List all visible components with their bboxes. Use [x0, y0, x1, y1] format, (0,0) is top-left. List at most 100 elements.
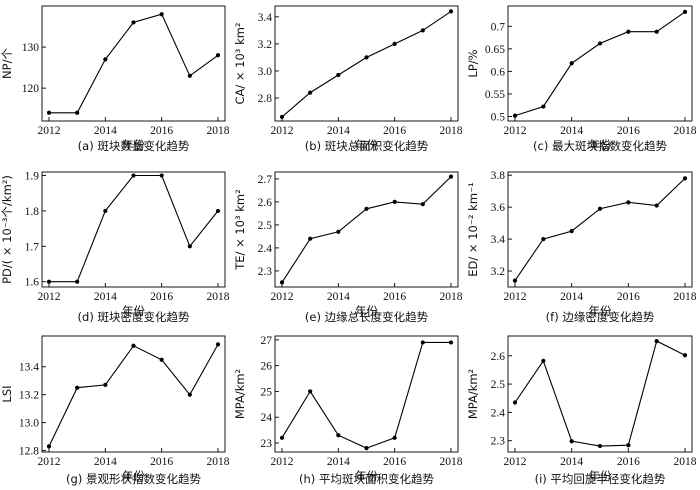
plot-frame	[274, 335, 459, 453]
y-axis-title: CA/ × 10³ km²	[233, 22, 247, 104]
x-tick-label: 2012	[504, 125, 527, 137]
y-tick-label: 0.7	[491, 21, 506, 33]
x-tick-label: 2012	[504, 291, 527, 303]
y-axis-title: LP/%	[466, 49, 480, 77]
x-tick-label: 2018	[674, 291, 697, 303]
y-axis-title: PD/( × 10⁻³个/km²)	[0, 175, 14, 284]
data-point	[187, 73, 192, 78]
data-point	[448, 174, 454, 179]
y-tick-label: 2.8	[258, 93, 273, 105]
data-point	[159, 12, 164, 17]
plot-frame	[274, 5, 459, 122]
x-tick-label: 2014	[94, 456, 117, 468]
data-point	[159, 173, 164, 178]
data-point	[131, 343, 136, 348]
data-point	[392, 199, 397, 204]
x-tick-label: 2016	[617, 125, 640, 137]
data-point	[541, 236, 546, 242]
y-tick-label: 1.6	[25, 277, 40, 289]
data-point	[308, 236, 313, 241]
x-tick-label: 2018	[674, 125, 697, 137]
x-axis-title: 年份	[589, 138, 612, 152]
panel-caption: (c) 最大斑块指数变化趋势	[533, 139, 667, 153]
data-point	[159, 357, 164, 362]
series-line	[514, 11, 686, 117]
plot-frame	[274, 171, 459, 288]
x-tick-label: 2014	[94, 291, 117, 303]
x-tick-label: 2018	[207, 456, 230, 468]
chart-panel: 2012 2014 2016 2018 1.6 1.7 1.8 1.9 年份 PD/( × 10⁻…	[0, 171, 230, 324]
data-point	[131, 173, 136, 178]
panel-caption: (a) 斑块数量变化趋势	[78, 139, 190, 153]
data-point	[364, 206, 369, 211]
panel-caption: (g) 景观形状指数变化趋势	[66, 472, 201, 486]
data-point	[215, 53, 221, 58]
chart-panel: 2012 2014 2016 2018 3.2 3.4 3.6 3.8 年份 ED/ × 10⁻²…	[466, 170, 697, 324]
y-tick-label: 3.4	[258, 12, 273, 24]
x-tick-label: 2018	[674, 456, 697, 468]
x-tick-label: 2018	[207, 291, 230, 303]
x-tick-label: 2016	[383, 125, 406, 137]
y-tick-label: 13.2	[19, 390, 39, 402]
data-point	[75, 279, 80, 284]
x-tick-label: 2016	[150, 291, 173, 303]
data-point	[46, 279, 52, 284]
x-tick-label: 2016	[383, 456, 406, 468]
data-point	[308, 90, 313, 95]
data-point	[597, 443, 603, 449]
data-point	[336, 229, 341, 234]
x-tick-label: 2014	[560, 291, 583, 303]
y-tick-label: 13.4	[19, 362, 39, 374]
y-tick-label: 2.3	[491, 436, 506, 448]
y-tick-label: 2.7	[258, 174, 273, 186]
data-point	[392, 41, 397, 46]
chart-panel: 2012 2014 2016 2018 23 24 25 26 27 年份 MPA/km² (h) 平…	[233, 335, 463, 486]
data-point	[420, 202, 425, 207]
x-axis-title: 年份	[589, 469, 612, 483]
data-point	[215, 208, 221, 214]
y-tick-label: 130	[22, 42, 40, 54]
x-tick-label: 2014	[94, 125, 117, 137]
panel-caption: (e) 边缘总长度变化趋势	[305, 310, 429, 324]
y-tick-label: 3.2	[258, 39, 273, 51]
y-tick-label: 2.3	[258, 266, 273, 278]
data-point	[279, 114, 285, 120]
y-tick-label: 2.5	[258, 220, 273, 232]
data-point	[46, 444, 52, 449]
x-axis-title: 年份	[355, 138, 378, 152]
y-tick-label: 3.8	[491, 170, 506, 182]
y-axis-title: TE/ × 10³ km²	[233, 189, 247, 270]
y-tick-label: 3.4	[491, 234, 506, 246]
data-point	[187, 392, 192, 397]
data-point	[654, 203, 659, 208]
x-tick-label: 2012	[504, 456, 527, 468]
y-tick-label: 2.6	[258, 197, 273, 209]
y-tick-label: 0.55	[485, 89, 505, 101]
y-tick-label: 24	[261, 412, 273, 424]
data-point	[131, 20, 136, 25]
y-tick-label: 3.2	[491, 266, 506, 278]
series-line	[49, 174, 219, 283]
data-point	[420, 340, 425, 345]
y-tick-label: 1.7	[25, 241, 40, 253]
data-point	[512, 400, 518, 405]
data-point	[597, 41, 603, 46]
x-tick-label: 2012	[38, 125, 61, 137]
data-point	[364, 55, 369, 60]
x-axis-title: 年份	[355, 469, 378, 483]
data-point	[682, 9, 688, 14]
x-tick-label: 2016	[617, 456, 640, 468]
series-line	[514, 340, 686, 447]
panel-caption: (i) 平均回旋半径变化趋势	[535, 472, 666, 486]
y-tick-label: 3.0	[258, 66, 273, 78]
y-axis-title: NP/个	[0, 48, 14, 79]
y-tick-label: 2.6	[491, 351, 506, 363]
y-tick-label: 3.6	[491, 202, 506, 214]
x-tick-label: 2018	[440, 456, 463, 468]
y-tick-label: 27	[261, 335, 273, 347]
x-axis-title: 年份	[122, 304, 145, 318]
x-tick-label: 2016	[617, 291, 640, 303]
data-point	[103, 57, 108, 62]
data-point	[541, 104, 546, 109]
chart-panel: 2012 2014 2016 2018 12.8 13.0 13.2 13.4 年份 LSI (g)…	[0, 335, 230, 486]
